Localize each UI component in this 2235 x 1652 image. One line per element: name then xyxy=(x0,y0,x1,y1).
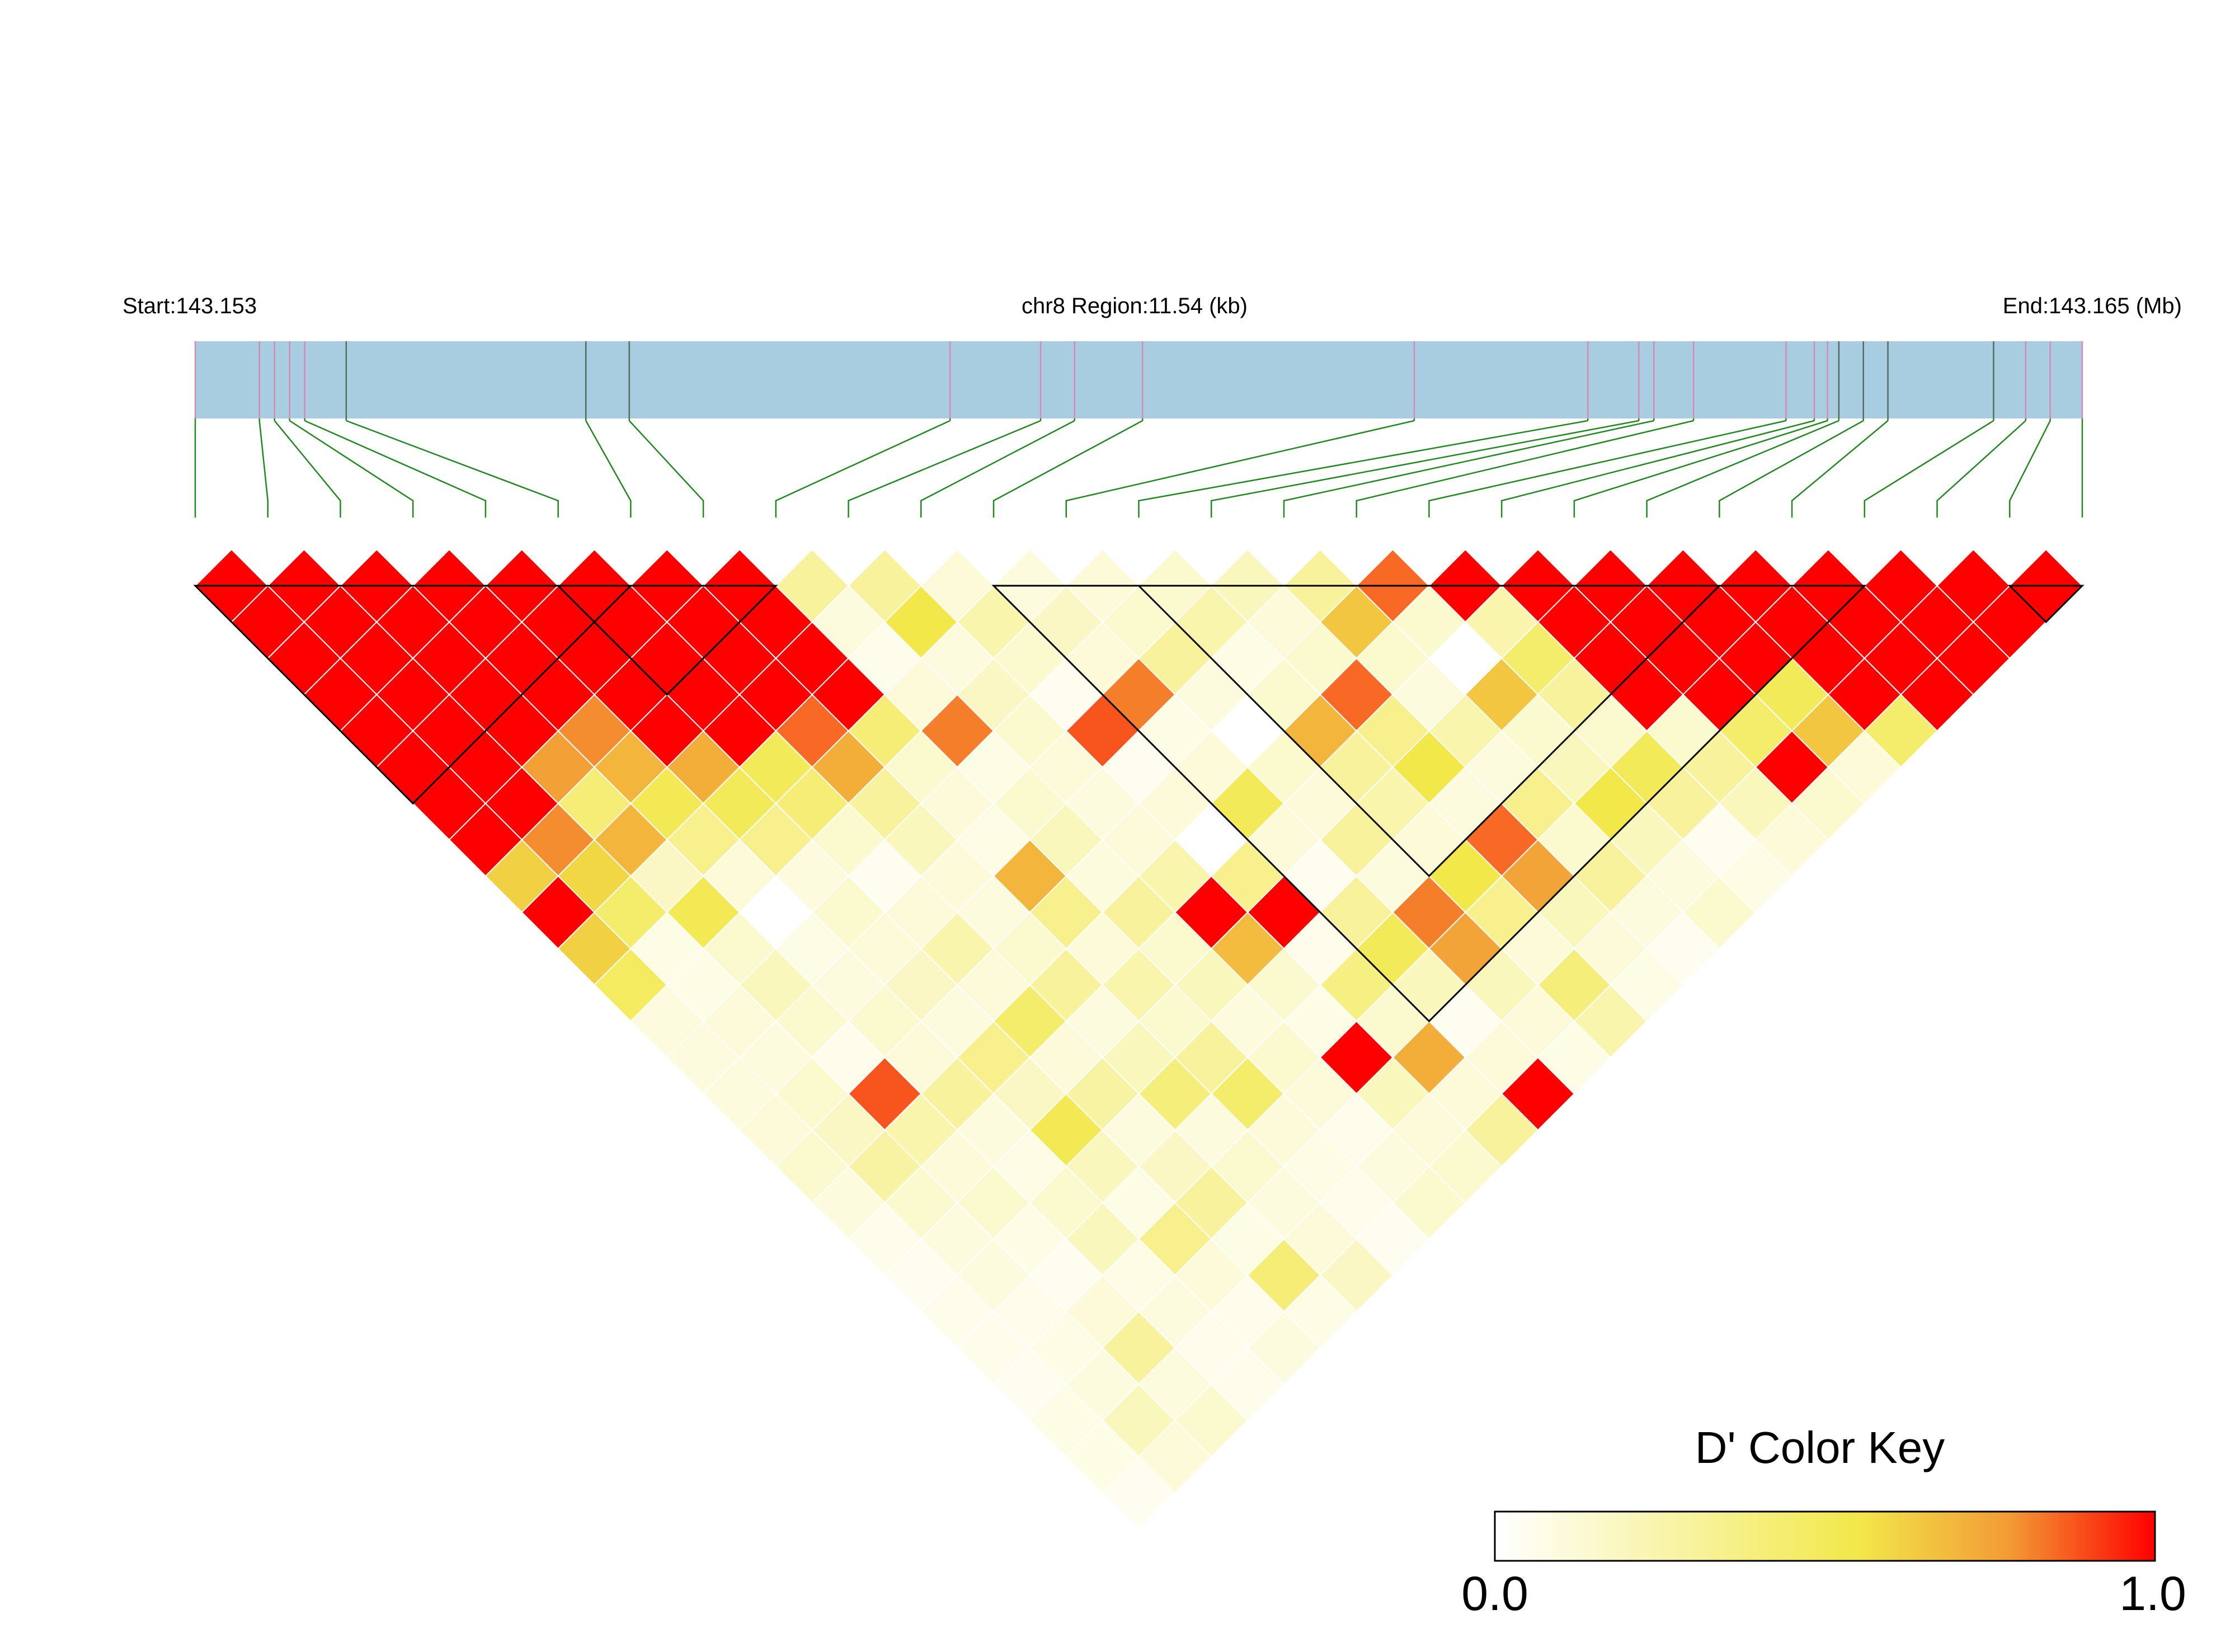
snp-connector xyxy=(1500,420,1815,517)
snp-connector xyxy=(1791,420,1889,517)
snp-connector xyxy=(775,420,951,517)
snp-connector xyxy=(289,420,414,517)
color-key-title: D' Color Key xyxy=(1695,1423,1945,1472)
haplotype-block xyxy=(556,585,778,696)
region-start-label: Start:143.153 xyxy=(123,294,257,318)
snp-connector xyxy=(1283,420,1654,517)
haplotype-block xyxy=(193,585,633,805)
snp-connector xyxy=(304,420,487,517)
ld-cells xyxy=(194,548,2083,1530)
snp-connector xyxy=(1210,420,1639,517)
snp-connector xyxy=(992,420,1143,517)
snp-connector xyxy=(1573,420,1828,517)
snp-connector xyxy=(585,420,632,517)
color-key-min-label: 0.0 xyxy=(1461,1567,1528,1621)
snp-connector xyxy=(1356,420,1694,517)
snp-connector xyxy=(920,420,1075,517)
snp-ticks xyxy=(194,341,2083,418)
snp-position-track xyxy=(195,341,2082,418)
snp-connector xyxy=(628,420,704,517)
snp-connector xyxy=(1428,420,1786,517)
snp-connector xyxy=(1719,420,1864,517)
snp-connector xyxy=(1065,420,1415,517)
region-title: chr8 Region:11.54 (kb) xyxy=(1022,294,1248,318)
snp-connector xyxy=(2009,420,2051,517)
snp-connector xyxy=(848,420,1041,517)
color-key-bar xyxy=(1494,1510,2156,1562)
region-end-label: End:143.165 (Mb) xyxy=(2003,294,2182,318)
snp-connector xyxy=(1864,420,1994,517)
snp-connector xyxy=(346,420,559,517)
color-key-max-label: 1.0 xyxy=(2119,1567,2186,1621)
snp-connector xyxy=(274,420,341,517)
haplotype-block xyxy=(2007,585,2085,623)
haplotype-block-outlines xyxy=(193,585,2085,1023)
snp-connector xyxy=(1646,420,1839,517)
snp-connector xyxy=(1138,420,1588,517)
snp-connector xyxy=(258,420,269,517)
snp-connectors xyxy=(194,418,2083,517)
haplotype-block xyxy=(1136,585,1721,878)
snp-connector xyxy=(1936,420,2026,517)
